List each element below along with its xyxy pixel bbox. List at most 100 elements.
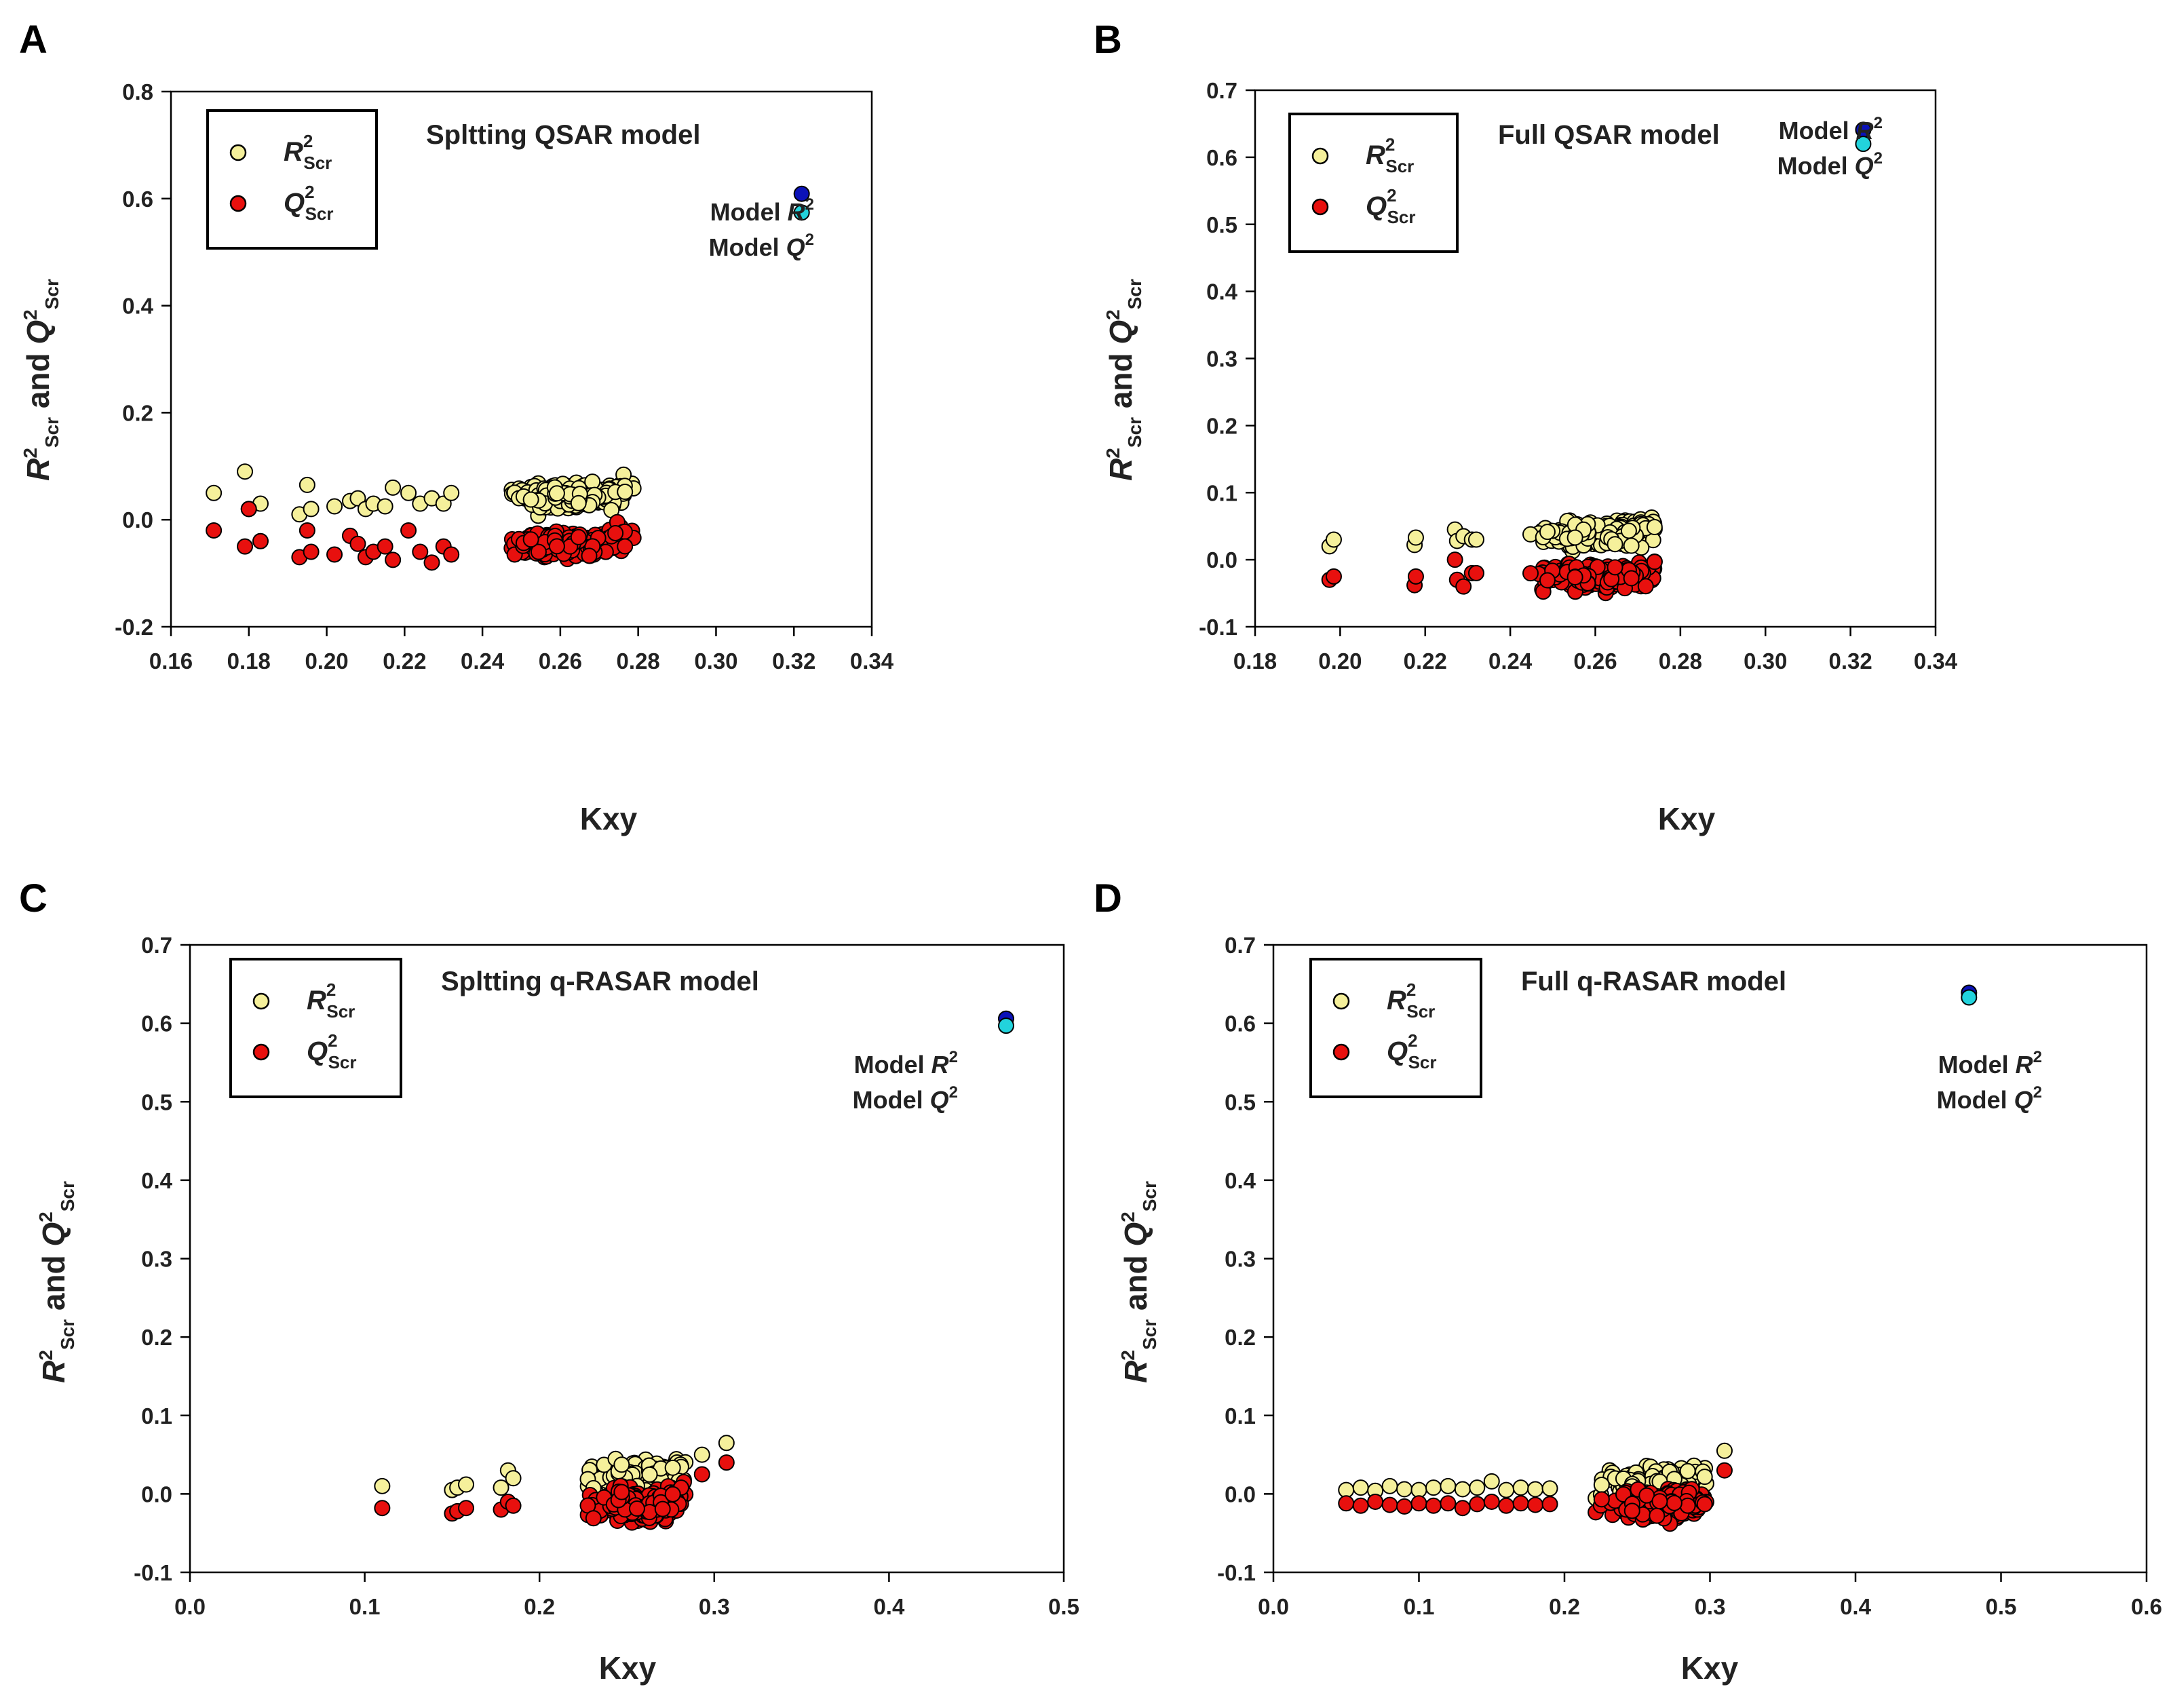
x-tick-label: 0.1 [349,1594,381,1619]
q2-scr-point [458,1500,475,1517]
r2-scr-point [374,1477,391,1494]
y-tick-label: 0.7 [141,933,172,958]
q2-scr-point [522,531,539,548]
x-tick-label: 0.3 [699,1594,730,1619]
q2-scr-point [530,543,547,560]
q2-scr-point [206,522,223,539]
panel-label: A [19,18,47,62]
panel-label: B [1094,18,1122,62]
x-tick-label: 0.26 [1573,648,1617,674]
y-tick-label: 0.5 [1225,1089,1256,1114]
x-axis-label: Kxy [580,801,638,836]
x-tick-label: 0.32 [1829,648,1872,674]
x-tick-label: 0.22 [383,648,426,674]
q2-scr-point [237,538,254,555]
legend: R2 Scr Q2 Scr [206,109,378,250]
r2-scr-point [1454,1481,1471,1498]
r2-scr-point [1469,1479,1486,1496]
x-tick-label: 0.2 [524,1594,555,1619]
y-axis-label: R2Scr and Q2Scr [35,1181,78,1383]
chart-title: Full QSAR model [1498,120,1720,150]
r2-scr-point [1352,1479,1369,1496]
q2-scr-point [654,1500,671,1517]
q2-scr-point [1651,1493,1668,1510]
r2-scr-point [458,1476,475,1493]
q2-scr-point [1637,578,1654,595]
r2-scr-point [443,484,460,501]
q2-scr-point [1483,1493,1500,1510]
q2-scr-point [1541,1496,1558,1513]
r2-scr-point [1646,519,1663,536]
q2-scr-point [1607,559,1623,576]
r2-scr-point [385,479,402,496]
model-r2-point [793,185,810,202]
model-r2-label: Model R2 [1938,1048,2042,1079]
q2-scr-point [412,543,429,560]
x-tick-label: 0.30 [1744,648,1787,674]
r2-scr-point [1623,537,1640,554]
legend-box [1309,958,1482,1098]
x-tick-label: 0.28 [1659,648,1702,674]
q2-scr-point [252,532,269,549]
r2-scr-point [1541,1480,1558,1497]
r2-scr-point [617,484,634,501]
legend-r2-marker [229,144,247,161]
y-tick-label: 0.7 [1225,933,1256,958]
r2-scr-point [664,1459,681,1476]
x-tick-label: 0.4 [873,1594,905,1619]
r2-scr-point [1512,1479,1529,1496]
panel-label: D [1094,876,1122,920]
q2-scr-point [613,1483,630,1500]
x-tick-label: 0.4 [1840,1594,1872,1619]
panel-d: D0.0 0.1 0.2 0.3 0.4 0.5 0.6-0.10.00.10.20.30.… [1094,876,2162,1686]
x-tick-label: 0.26 [539,648,582,674]
q2-scr-point [1407,568,1424,585]
q2-scr-point [1325,568,1342,585]
panel-b: B 0.18 0.20 0.22 0.24 0.26 0.28 0.30 0.32 0.34 -0.… [1094,18,1958,836]
r2-scr-point [1467,531,1484,548]
q2-scr-point [1410,1495,1427,1512]
legend-r2-marker [1332,992,1350,1010]
r2-scr-point [326,498,343,515]
scatter-cloud [1338,1442,1733,1532]
q2-scr-point [1539,572,1556,589]
q2-scr-point [1623,570,1640,587]
x-tick-label: 0.24 [461,648,505,674]
x-tick-label: 0.0 [1258,1594,1289,1619]
r2-scr-point [693,1446,710,1463]
y-tick-label: 0.5 [141,1089,172,1114]
y-tick-label: -0.2 [115,615,153,640]
r2-scr-point [299,476,315,493]
y-tick-label: 0.1 [141,1403,172,1429]
y-tick-label: 0.2 [141,1325,172,1350]
r2-scr-point [377,498,393,515]
scatter-cloud [206,463,642,571]
r2-scr-point [400,484,417,501]
y-tick-label: 0.4 [1225,1168,1256,1193]
q2-scr-point [1455,578,1472,595]
y-tick-label: 0.3 [141,1247,172,1272]
q2-scr-point [377,538,393,555]
legend-q2-label: Q2 Scr [1366,185,1416,227]
scatter-cloud [374,1435,735,1531]
q2-scr-point [1649,1507,1666,1524]
chart-title: Spltting QSAR model [426,120,700,150]
model-q2-point [1961,989,1978,1006]
r2-scr-point [1679,1462,1696,1479]
q2-scr-point [607,524,624,541]
r2-scr-point [1607,536,1623,553]
r2-scr-point [1620,522,1637,539]
q2-scr-point [505,1497,522,1514]
y-axis-label: R2Scr and Q2Scr [20,279,62,481]
q2-scr-point [1425,1497,1442,1514]
x-tick-label: 0.3 [1695,1594,1726,1619]
y-tick-label: -0.1 [1199,615,1237,640]
r2-scr-point [1396,1481,1413,1498]
x-tick-label: 0.20 [1318,648,1362,674]
y-tick-label: -0.1 [134,1560,172,1585]
q2-scr-point [664,1486,681,1502]
y-tick-label: 0.6 [141,1011,172,1036]
r2-scr-point [1440,1477,1457,1494]
r2-scr-point [1527,1481,1544,1498]
y-tick-label: 0.6 [1225,1011,1256,1036]
